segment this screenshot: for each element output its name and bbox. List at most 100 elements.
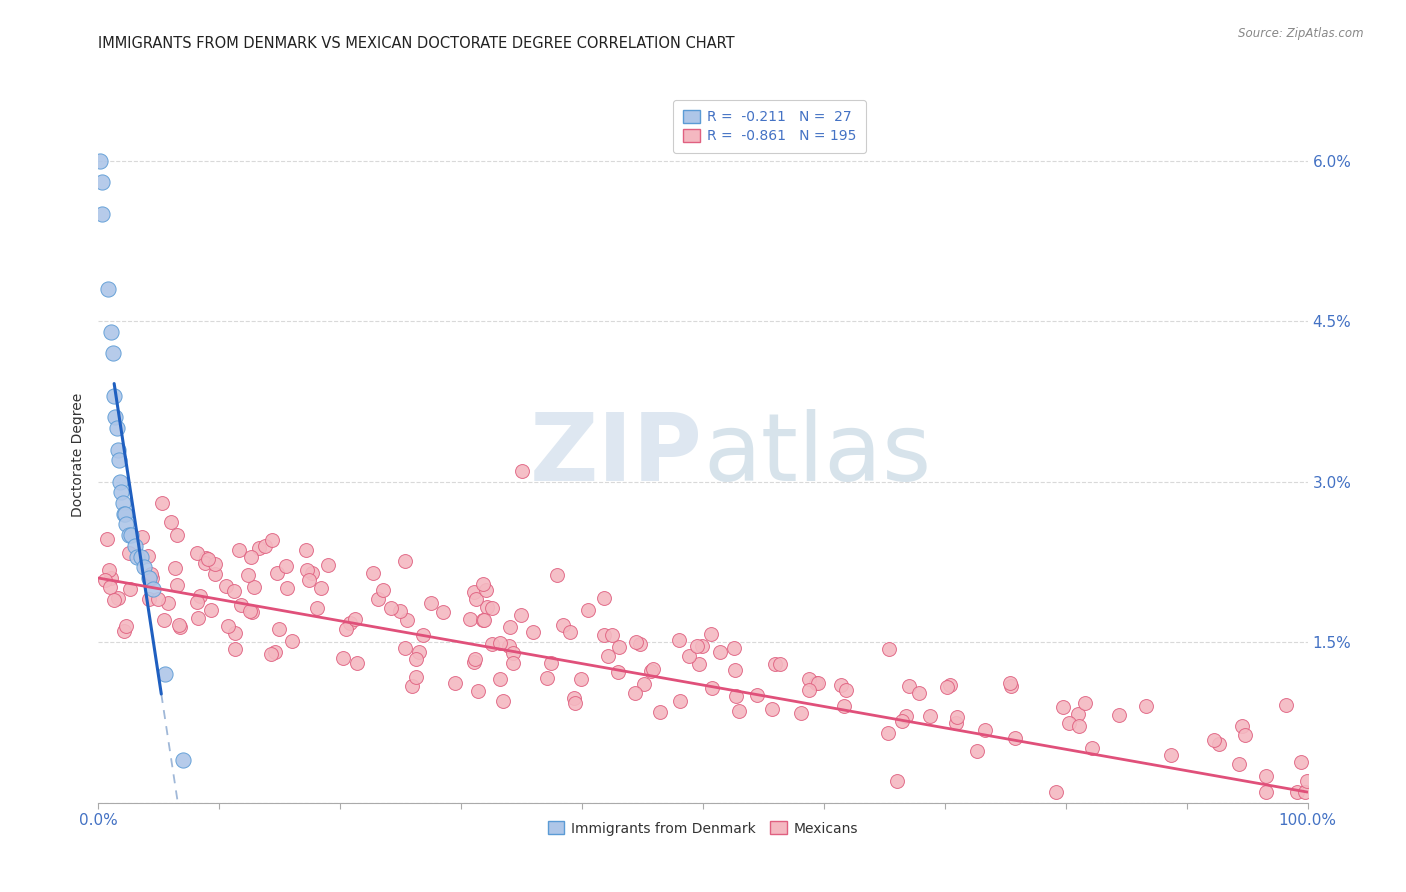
Point bbox=[974, 723, 997, 737]
Point bbox=[763, 657, 786, 672]
Point bbox=[789, 706, 811, 720]
Point bbox=[1108, 708, 1130, 723]
Point bbox=[1289, 755, 1312, 769]
Point bbox=[134, 560, 156, 574]
Point bbox=[262, 533, 284, 548]
Point bbox=[522, 624, 544, 639]
Point bbox=[564, 697, 586, 711]
Point bbox=[444, 675, 467, 690]
Point bbox=[920, 709, 942, 723]
Point bbox=[419, 596, 441, 610]
Point bbox=[115, 619, 138, 633]
Point bbox=[160, 515, 183, 529]
Point bbox=[240, 605, 263, 619]
Point bbox=[624, 635, 647, 649]
Point bbox=[395, 613, 418, 627]
Point bbox=[472, 613, 495, 627]
Y-axis label: Doctorate Degree: Doctorate Degree bbox=[72, 392, 86, 517]
Point bbox=[502, 646, 524, 660]
Point bbox=[1230, 719, 1253, 733]
Point bbox=[188, 589, 211, 603]
Point bbox=[100, 325, 122, 339]
Point bbox=[472, 613, 495, 627]
Point bbox=[361, 566, 384, 580]
Point bbox=[551, 618, 574, 632]
Point bbox=[138, 571, 160, 585]
Point bbox=[576, 603, 599, 617]
Point bbox=[115, 517, 138, 532]
Point bbox=[678, 649, 700, 664]
Point bbox=[204, 558, 226, 572]
Point bbox=[112, 507, 135, 521]
Point bbox=[107, 591, 129, 605]
Point bbox=[96, 532, 118, 546]
Point bbox=[1000, 675, 1022, 690]
Point bbox=[498, 639, 520, 653]
Point bbox=[254, 539, 277, 553]
Point bbox=[266, 566, 288, 581]
Point bbox=[131, 530, 153, 544]
Point bbox=[408, 645, 430, 659]
Point bbox=[294, 543, 316, 558]
Point bbox=[458, 612, 481, 626]
Point bbox=[309, 581, 332, 595]
Point bbox=[1081, 740, 1104, 755]
Point bbox=[938, 678, 960, 692]
Point bbox=[200, 602, 222, 616]
Point bbox=[136, 549, 159, 563]
Point bbox=[1057, 716, 1080, 731]
Point bbox=[405, 670, 427, 684]
Point bbox=[335, 622, 357, 636]
Point bbox=[598, 648, 620, 663]
Point bbox=[830, 678, 852, 692]
Point bbox=[94, 573, 117, 587]
Point bbox=[488, 636, 510, 650]
Point bbox=[157, 596, 180, 610]
Point bbox=[510, 607, 533, 622]
Point bbox=[1045, 785, 1067, 799]
Point bbox=[607, 665, 630, 680]
Point bbox=[481, 601, 503, 615]
Point bbox=[491, 694, 513, 708]
Point bbox=[153, 613, 176, 627]
Point bbox=[607, 640, 630, 655]
Point bbox=[540, 657, 562, 671]
Point bbox=[146, 592, 169, 607]
Point bbox=[91, 207, 114, 221]
Point bbox=[215, 579, 238, 593]
Point bbox=[166, 528, 188, 542]
Point bbox=[908, 686, 931, 700]
Point bbox=[263, 645, 285, 659]
Point bbox=[380, 601, 402, 615]
Point bbox=[832, 699, 855, 714]
Point bbox=[463, 584, 485, 599]
Point bbox=[217, 619, 239, 633]
Point bbox=[628, 636, 651, 650]
Point bbox=[510, 464, 533, 478]
Point bbox=[239, 604, 262, 618]
Point bbox=[104, 410, 127, 425]
Point bbox=[797, 672, 820, 686]
Point bbox=[260, 647, 283, 661]
Point bbox=[169, 620, 191, 634]
Point bbox=[1135, 699, 1157, 714]
Point bbox=[152, 496, 174, 510]
Point bbox=[141, 571, 163, 585]
Point bbox=[602, 627, 624, 641]
Point bbox=[165, 560, 187, 574]
Point bbox=[100, 571, 122, 585]
Point bbox=[97, 282, 120, 296]
Point bbox=[724, 663, 747, 677]
Point bbox=[1254, 769, 1277, 783]
Point bbox=[194, 556, 217, 570]
Point bbox=[108, 453, 131, 467]
Point bbox=[1204, 732, 1226, 747]
Point bbox=[167, 617, 190, 632]
Point bbox=[699, 626, 721, 640]
Point bbox=[141, 566, 163, 581]
Point bbox=[807, 676, 830, 690]
Point bbox=[339, 615, 361, 630]
Point bbox=[724, 689, 747, 703]
Point bbox=[709, 645, 731, 659]
Point bbox=[1000, 679, 1022, 693]
